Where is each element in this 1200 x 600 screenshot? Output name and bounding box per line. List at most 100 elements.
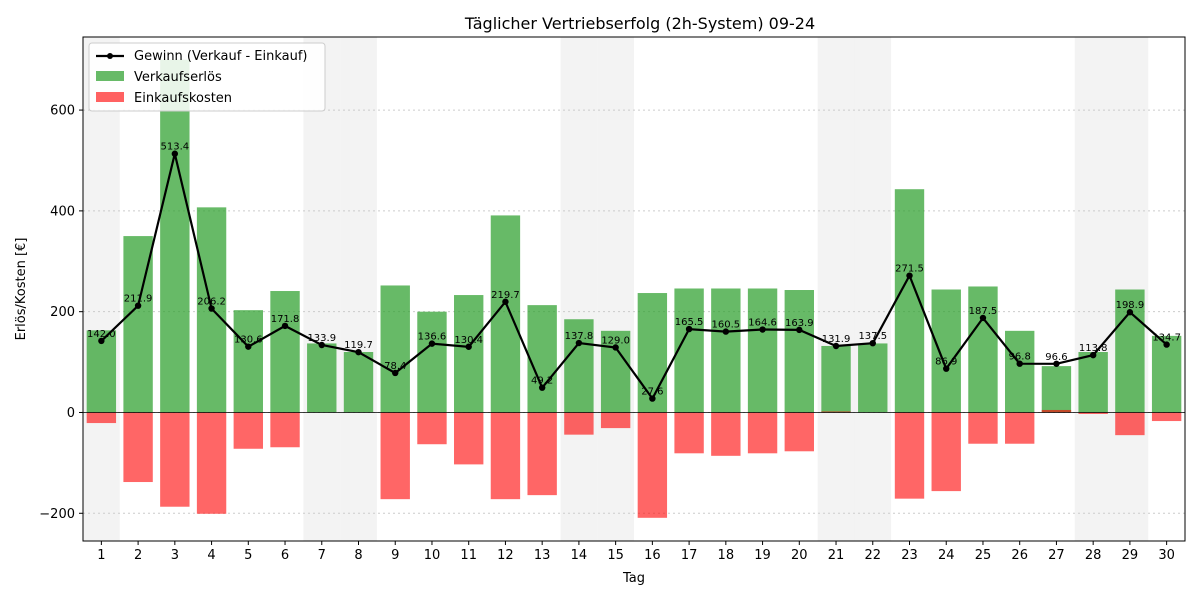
y-tick-label: 400 [50, 204, 75, 219]
profit-point [98, 337, 105, 345]
revenue-bar [417, 311, 447, 413]
legend-box [88, 42, 326, 112]
cost-bar [380, 412, 410, 500]
profit-point [355, 348, 362, 356]
revenue-bar [858, 343, 888, 413]
legend: Gewinn (Verkauf - Einkauf) Verkaufserlös… [88, 42, 326, 112]
x-tick-label: 3 [171, 548, 179, 563]
x-tick-label: 23 [901, 548, 918, 563]
cost-bar [968, 412, 998, 444]
profit-data-label: 211.9 [124, 294, 153, 305]
profit-point [722, 328, 730, 335]
cost-bar [784, 412, 814, 452]
revenue-bar [564, 319, 594, 413]
x-tick-label: 6 [281, 548, 289, 563]
weekend-band [1074, 37, 1112, 541]
profit-data-label: 131.9 [822, 334, 851, 345]
revenue-bar [1078, 352, 1108, 413]
profit-point [759, 326, 766, 333]
revenue-bar [233, 310, 263, 413]
x-tick-label: 7 [318, 548, 326, 563]
profit-data-label: 96.6 [1045, 352, 1067, 363]
profit-data-label: 113.8 [1079, 343, 1108, 354]
profit-point [796, 326, 803, 334]
profit-data-label: 142.0 [87, 329, 116, 340]
profit-data-label: 137.8 [565, 331, 594, 342]
profit-data-label: 86.9 [935, 357, 957, 368]
profit-point [134, 302, 142, 309]
profit-point [943, 365, 950, 372]
x-tick-label: 8 [354, 548, 362, 563]
x-tick-label: 22 [864, 548, 881, 563]
plot-frame [82, 36, 1186, 542]
profit-point [208, 305, 215, 312]
x-tick-label: 26 [1011, 548, 1028, 563]
revenue-bar [160, 59, 190, 413]
profit-line [100, 153, 1168, 401]
cost-bar [674, 412, 704, 454]
profit-point [318, 341, 325, 349]
revenue-bar [270, 291, 300, 413]
profit-data-label: 165.5 [675, 317, 704, 328]
profit-point [171, 150, 179, 157]
weekend-band [83, 37, 120, 541]
profit-point [649, 395, 656, 402]
x-tick-label: 14 [571, 548, 588, 563]
profit-data-label: 513.4 [161, 142, 190, 153]
profit-data-label: 160.5 [712, 320, 741, 331]
profit-data-label: 129.0 [601, 335, 630, 346]
profit-data-label: 133.9 [307, 333, 336, 344]
weekend-band [1111, 37, 1149, 541]
legend-line-marker [107, 53, 113, 59]
profit-data-label: 119.7 [344, 340, 373, 351]
cost-bar [527, 412, 557, 496]
profit-point [538, 384, 546, 391]
cost-bar [931, 412, 961, 492]
profit-point [832, 342, 840, 350]
x-tick-label: 2 [134, 548, 142, 563]
profit-data-label: 130.4 [454, 335, 483, 346]
profit-point [612, 344, 619, 351]
profit-point [428, 340, 436, 347]
x-tick-label: 29 [1122, 548, 1139, 563]
profit-data-label: 164.6 [748, 318, 777, 329]
cost-bar [1151, 412, 1182, 422]
cost-bar [196, 412, 227, 514]
x-tick-label: 1 [97, 548, 105, 563]
x-tick-label: 30 [1158, 548, 1175, 563]
revenue-bar [931, 289, 961, 413]
profit-point [685, 325, 693, 333]
revenue-bar [1005, 330, 1035, 413]
y-tick-label: 200 [50, 305, 75, 320]
x-tick-label: 28 [1085, 548, 1102, 563]
profit-data-label: 163.9 [785, 318, 814, 329]
revenue-bar [454, 295, 484, 413]
profit-point [392, 369, 399, 377]
weekend-band [597, 37, 634, 541]
profit-point [281, 322, 289, 330]
profit-data-label: 134.7 [1152, 333, 1181, 344]
profit-point [979, 314, 987, 322]
revenue-bar [1041, 366, 1072, 413]
profit-data-label: 27.6 [641, 387, 663, 398]
cost-bar [747, 412, 778, 454]
x-tick-label: 17 [681, 548, 698, 563]
profit-data-label: 49.2 [531, 376, 553, 387]
x-tick-label: 19 [754, 548, 771, 563]
profit-data-label: 171.8 [271, 314, 300, 325]
profit-data-label: 271.5 [895, 264, 924, 275]
cost-bar [1115, 412, 1145, 436]
x-tick-label: 10 [424, 548, 441, 563]
profit-data-label: 187.5 [969, 306, 998, 317]
profit-data-label: 130.6 [234, 335, 263, 346]
cost-bar [160, 412, 190, 507]
profit-point [906, 272, 913, 279]
cost-bar [417, 412, 447, 445]
profit-point [869, 339, 876, 347]
profit-point [465, 343, 472, 350]
cost-bar [123, 412, 153, 483]
revenue-bar [527, 305, 557, 413]
legend-swatch-revenue [96, 71, 124, 81]
x-tick-label: 16 [644, 548, 661, 563]
weekend-band [817, 37, 855, 541]
